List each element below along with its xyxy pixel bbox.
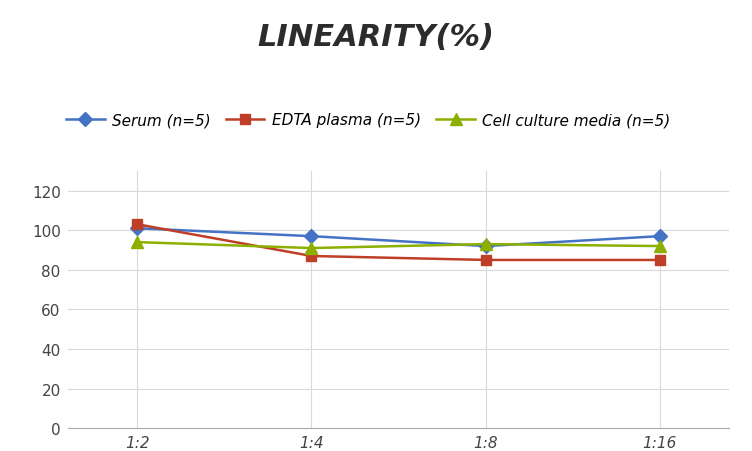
EDTA plasma (n=5)	[307, 254, 316, 259]
Line: Cell culture media (n=5): Cell culture media (n=5)	[132, 237, 666, 254]
Serum (n=5)	[133, 226, 142, 231]
EDTA plasma (n=5)	[481, 258, 490, 263]
Serum (n=5)	[655, 234, 664, 239]
Legend: Serum (n=5), EDTA plasma (n=5), Cell culture media (n=5): Serum (n=5), EDTA plasma (n=5), Cell cul…	[60, 107, 677, 134]
EDTA plasma (n=5)	[655, 258, 664, 263]
Cell culture media (n=5)	[307, 246, 316, 251]
Line: Serum (n=5): Serum (n=5)	[132, 224, 665, 251]
EDTA plasma (n=5)	[133, 222, 142, 227]
Cell culture media (n=5)	[655, 244, 664, 249]
Line: EDTA plasma (n=5): EDTA plasma (n=5)	[132, 220, 665, 265]
Serum (n=5)	[307, 234, 316, 239]
Text: LINEARITY(%): LINEARITY(%)	[257, 23, 495, 51]
Cell culture media (n=5)	[481, 242, 490, 247]
Serum (n=5)	[481, 244, 490, 249]
Cell culture media (n=5)	[133, 240, 142, 245]
